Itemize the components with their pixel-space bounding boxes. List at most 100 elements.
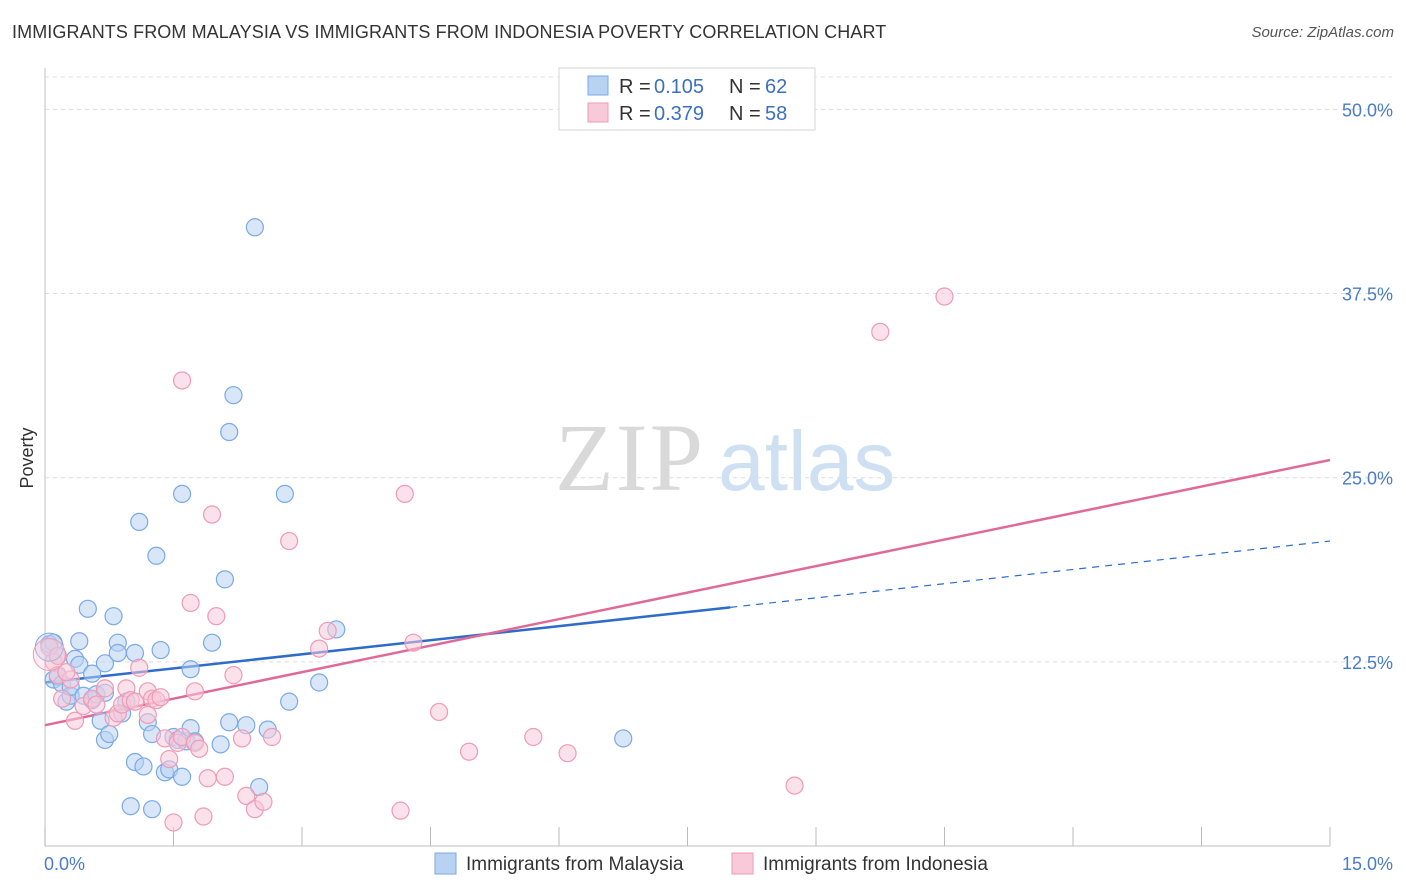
data-point	[202, 505, 222, 524]
data-point	[151, 640, 170, 660]
bottom-legend-swatch-malaysia	[434, 852, 457, 875]
data-point	[121, 797, 140, 816]
data-point	[172, 484, 192, 504]
trend-line-malaysia-extension	[730, 540, 1331, 608]
data-point	[130, 512, 149, 532]
data-point	[785, 776, 804, 795]
data-point	[391, 801, 410, 820]
data-point	[215, 767, 234, 786]
bottom-legend-swatch-indonesia	[731, 852, 754, 875]
data-point	[125, 692, 145, 711]
data-point	[130, 658, 149, 677]
legend-n-label-indonesia: N =	[729, 103, 761, 125]
data-point	[108, 643, 127, 663]
gridlines	[45, 76, 1392, 663]
data-point	[935, 287, 954, 306]
legend-n-value-indonesia: 58	[765, 103, 787, 125]
bottom-legend-label-malaysia: Immigrants from Malaysia	[466, 854, 684, 875]
watermark: ZIP atlas	[555, 404, 895, 511]
data-point	[254, 792, 273, 811]
data-point	[404, 633, 423, 652]
data-point	[220, 713, 239, 732]
data-point	[237, 786, 256, 806]
trend-lines	[44, 458, 1331, 727]
data-point	[142, 800, 162, 819]
data-point	[207, 607, 226, 626]
data-point	[220, 422, 239, 442]
legend-r-label-indonesia: R =	[619, 103, 651, 125]
data-point	[83, 664, 102, 683]
data-point	[160, 749, 179, 769]
data-point	[172, 767, 192, 786]
data-point	[185, 682, 205, 701]
tick-labels: 12.5% 25.0% 37.5% 50.0% 0.0% 15.0%	[44, 100, 1393, 874]
data-point	[318, 621, 337, 641]
y-tick-label: 25.0%	[1342, 469, 1393, 489]
data-point	[134, 757, 153, 776]
legend-r-value-malaysia: 0.105	[654, 76, 704, 98]
chart-title: IMMIGRANTS FROM MALAYSIA VS IMMIGRANTS F…	[12, 22, 887, 42]
data-point	[104, 607, 123, 626]
correlation-legend: R = 0.105 N = 62 R = 0.379 N = 58	[558, 67, 816, 131]
data-point	[190, 739, 209, 758]
x-tick-label: 0.0%	[44, 854, 85, 874]
data-point	[395, 484, 414, 504]
watermark-zip: ZIP	[555, 404, 705, 511]
data-point	[95, 654, 115, 673]
data-point	[181, 593, 200, 613]
watermark-atlas: atlas	[718, 414, 895, 508]
data-point	[164, 813, 183, 832]
data-point	[224, 666, 243, 685]
legend-n-label-malaysia: N =	[729, 76, 761, 98]
data-point	[181, 660, 200, 679]
data-point	[194, 807, 213, 826]
legend-n-value-malaysia: 62	[765, 76, 787, 98]
data-point	[70, 632, 89, 651]
data-point	[172, 371, 192, 390]
data-point	[138, 705, 157, 724]
data-point	[215, 570, 234, 589]
data-point	[147, 546, 166, 565]
series-legend: Immigrants from Malaysia Immigrants from…	[434, 852, 988, 875]
y-tick-label: 37.5%	[1342, 285, 1393, 305]
data-point	[202, 633, 222, 652]
data-point	[280, 692, 299, 711]
data-point	[614, 729, 633, 748]
data-point	[65, 711, 85, 730]
trend-line-malaysia	[44, 606, 731, 684]
data-points	[32, 218, 954, 832]
legend-r-label-malaysia: R =	[619, 76, 651, 98]
axes	[44, 68, 1331, 847]
series-malaysia	[40, 218, 633, 819]
data-point	[95, 679, 115, 698]
legend-swatch-malaysia	[587, 75, 609, 96]
legend-r-value-indonesia: 0.379	[654, 103, 704, 125]
data-point	[524, 727, 543, 747]
data-point	[100, 724, 119, 744]
y-tick-label: 12.5%	[1342, 653, 1393, 673]
data-point	[310, 639, 329, 658]
data-point	[429, 702, 449, 722]
data-point	[245, 218, 264, 237]
data-point	[57, 663, 76, 682]
data-point	[275, 484, 294, 504]
data-point	[87, 695, 106, 714]
data-point	[459, 742, 479, 761]
data-point	[78, 599, 97, 618]
x-tick-label: 15.0%	[1342, 854, 1393, 874]
bottom-legend-label-indonesia: Immigrants from Indonesia	[763, 854, 988, 875]
trend-line-indonesia	[44, 458, 1331, 727]
data-point	[558, 744, 577, 763]
series-indonesia	[40, 287, 954, 832]
data-point	[198, 769, 217, 788]
y-tick-label: 50.0%	[1342, 100, 1393, 120]
data-point	[53, 689, 72, 708]
data-point	[232, 729, 252, 748]
data-point	[224, 386, 243, 405]
data-point	[280, 531, 299, 551]
legend-swatch-indonesia	[587, 102, 609, 123]
data-point	[871, 322, 890, 341]
data-point	[310, 673, 329, 692]
data-point	[211, 735, 230, 754]
